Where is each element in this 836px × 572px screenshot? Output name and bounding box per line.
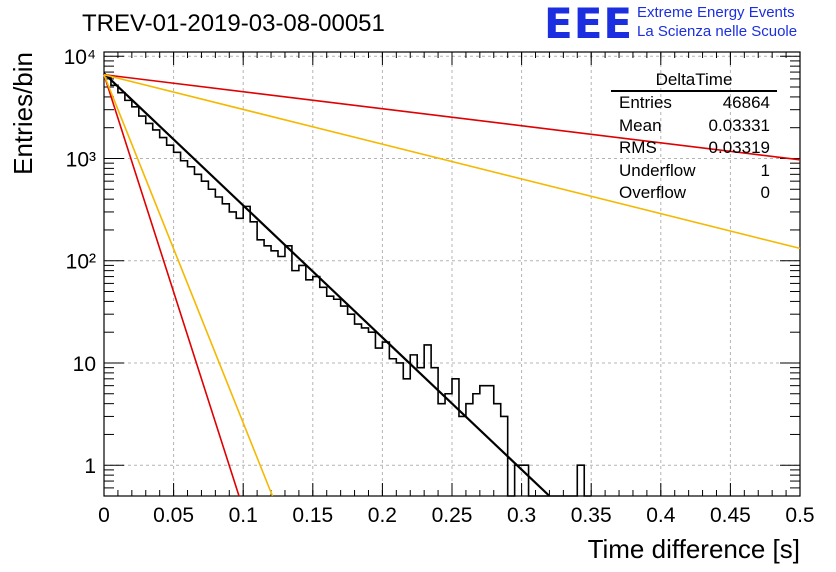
x-tick-label: 0.1 [229,504,258,527]
x-tick-label: 0.45 [710,504,751,527]
y-axis-label: Entries/bin [8,52,38,175]
y-tick-label: 10³ [66,148,96,171]
x-axis-label: Time difference [s] [588,534,800,564]
stats-value: 0.03331 [708,115,770,135]
stats-label: RMS [619,138,657,157]
x-tick-label: 0.4 [646,504,676,527]
x-tick-label: 0 [98,504,110,527]
x-tick-label: 0.2 [368,504,397,527]
x-tick-label: 0.35 [571,504,612,527]
stats-label: Mean [619,115,662,135]
y-tick-label: 10⁴ [64,46,96,69]
grid-lines [104,52,800,496]
stats-row: Underflow 1 [611,160,777,183]
stats-title: DeltaTime [611,70,777,92]
series-line [103,74,240,497]
series-line [103,74,274,497]
eee-logo: EEE [544,0,634,48]
stats-value: 46864 [722,93,770,112]
x-tick-label: 0.05 [153,504,194,527]
y-tick-label: 1 [84,455,96,478]
stats-row: Mean 0.03331 [611,115,777,138]
stats-row: Overflow 0 [611,182,777,205]
series-line [103,72,551,497]
stats-label: Underflow [619,160,696,180]
fit-lines [103,72,801,497]
logo-line-2: La Scienza nelle Scuole [637,23,798,40]
x-tick-label: 0.15 [292,504,333,527]
stats-label: Overflow [619,183,687,202]
logo-line-1: Extreme Energy Events [637,4,795,21]
stats-value: 0 [760,183,770,202]
stats-value: 1 [760,160,770,180]
x-tick-label: 0.5 [785,504,814,527]
stats-row: RMS 0.03319 [611,137,777,160]
histogram [104,75,592,497]
axes: 0 0.05 0.1 0.15 0.2 0.25 0.3 0.35 0.4 0.45 0.51101… [64,46,815,527]
stats-box: DeltaTime Entries 46864 Mean 0.03331 RMS 0.… [611,70,777,205]
stats-value: 0.03319 [708,138,770,157]
logo-text: Extreme Energy Events La Scienza nelle S… [637,3,797,41]
series-line [103,73,801,161]
x-tick-label: 0.3 [507,504,536,527]
stats-row: Entries 46864 [611,92,777,115]
series-line [103,73,801,250]
y-tick-label: 10² [66,251,96,274]
x-tick-label: 0.25 [432,504,473,527]
histogram-outline [104,75,592,497]
stats-label: Entries [619,93,672,112]
chart-title: TREV-01-2019-03-08-00051 [82,10,385,37]
y-tick-label: 10 [73,353,96,376]
